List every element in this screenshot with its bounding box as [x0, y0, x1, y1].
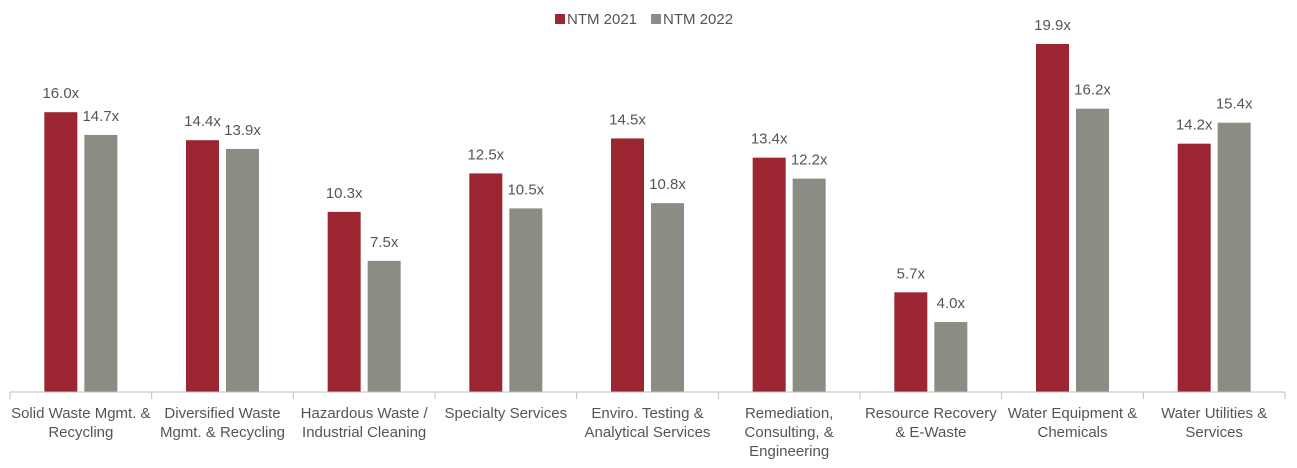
data-label: 16.2x	[1074, 82, 1111, 99]
data-label: 12.2x	[791, 152, 828, 169]
data-label: 5.7x	[897, 265, 926, 282]
x-tick-label: Resource Recovery & E-Waste	[864, 405, 997, 441]
data-label: 14.4x	[184, 113, 221, 130]
legend-label: NTM 2022	[663, 11, 733, 28]
x-tick-label: Specialty Services	[444, 405, 568, 422]
data-label: 10.5x	[507, 181, 544, 198]
bar	[651, 203, 684, 392]
data-label: 13.4x	[751, 131, 788, 148]
bar	[327, 211, 361, 392]
x-tick-label: Enviro. Testing & Analytical Services	[584, 405, 711, 441]
bar	[792, 178, 826, 392]
bar	[44, 112, 78, 393]
data-label: 12.5x	[467, 146, 504, 163]
bar	[752, 157, 786, 392]
x-tick-label: Hazardous Waste / Industrial Cleaning	[300, 405, 428, 441]
legend-label: NTM 2021	[567, 11, 637, 28]
data-label: 19.9x	[1034, 17, 1071, 34]
bar	[611, 138, 644, 392]
legend-swatch	[555, 14, 565, 24]
x-tick-label: Solid Waste Mgmt. & Recycling	[11, 405, 151, 441]
bar	[186, 140, 219, 392]
x-tick-label: Diversified Waste Mgmt. & Recycling	[159, 405, 286, 441]
bar	[894, 292, 928, 392]
bar	[509, 208, 543, 392]
bar	[367, 260, 401, 392]
bar	[469, 173, 503, 392]
bar	[226, 148, 259, 392]
bar	[1076, 108, 1109, 392]
x-tick-label: Remediation, Consulting, & Engineering	[744, 405, 834, 460]
legend-swatch	[651, 14, 662, 24]
data-label: 14.7x	[82, 108, 119, 125]
x-tick-label: Water Equipment & Chemicals	[1007, 405, 1138, 441]
data-label: 4.0x	[937, 295, 966, 312]
data-label: 10.3x	[326, 185, 363, 202]
bar	[1217, 122, 1251, 392]
bar	[934, 322, 968, 392]
bar	[1036, 44, 1069, 392]
data-label: 15.4x	[1216, 96, 1253, 113]
x-tick-label: Water Utilities & Services	[1161, 405, 1268, 441]
data-label: 14.5x	[609, 111, 646, 128]
bar	[1177, 143, 1211, 392]
data-label: 16.0x	[42, 85, 79, 102]
bar	[84, 134, 118, 392]
data-label: 10.8x	[649, 176, 686, 193]
data-label: 14.2x	[1176, 117, 1213, 134]
data-label: 7.5x	[370, 234, 399, 251]
data-label: 13.9x	[224, 122, 261, 139]
